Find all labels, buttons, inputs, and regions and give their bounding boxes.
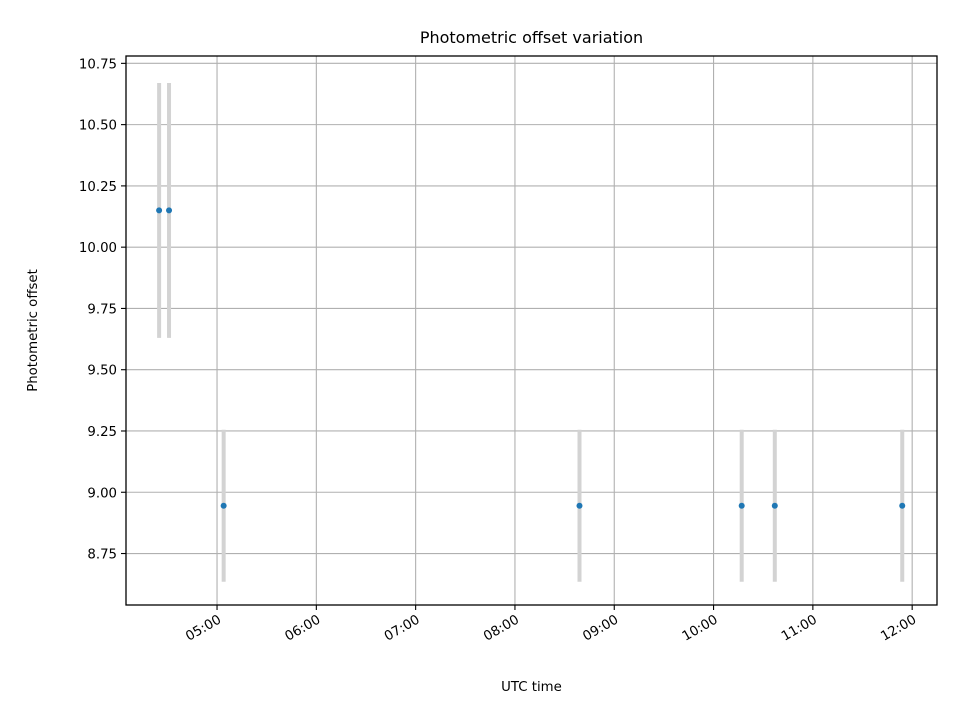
y-axis-ticks: 8.75 9.00 9.25 9.50 9.75 10.00 10.25 10.50 10.75: [79, 57, 126, 563]
data-point: [576, 502, 583, 509]
x-tick-label: 06:00: [283, 612, 324, 644]
chart-title: Photometric offset variation: [420, 28, 643, 47]
data-point: [166, 207, 173, 214]
x-axis-label: UTC time: [501, 680, 562, 695]
data-point: [899, 502, 906, 509]
data-point: [738, 502, 745, 509]
y-tick-label: 10.00: [79, 241, 117, 256]
x-tick-label: 05:00: [183, 612, 224, 644]
data-point: [220, 502, 227, 509]
error-bars: [157, 82, 905, 582]
y-tick-label: 10.50: [79, 119, 117, 134]
x-axis-ticks: 05:00 06:00 07:00 08:00 09:00 10:00 11:00 12:00: [183, 605, 919, 645]
x-tick-label: 09:00: [581, 612, 622, 644]
grid: [126, 56, 937, 605]
x-tick-label: 07:00: [382, 612, 423, 644]
x-tick-label: 10:00: [680, 612, 721, 644]
data-points: [156, 207, 906, 509]
y-tick-label: 9.75: [87, 302, 117, 317]
plot-area-frame: [125, 55, 938, 606]
y-tick-label: 8.75: [87, 548, 117, 563]
y-tick-label: 10.75: [79, 57, 117, 72]
x-tick-label: 11:00: [779, 612, 820, 644]
y-tick-label: 9.50: [87, 364, 117, 379]
x-tick-label: 12:00: [878, 612, 919, 644]
y-axis-label: Photometric offset: [26, 269, 41, 392]
data-point: [156, 207, 163, 214]
y-tick-label: 10.25: [79, 180, 117, 195]
x-tick-label: 08:00: [481, 612, 522, 644]
data-point: [771, 502, 778, 509]
y-tick-label: 9.25: [87, 425, 117, 440]
y-tick-label: 9.00: [87, 486, 117, 501]
